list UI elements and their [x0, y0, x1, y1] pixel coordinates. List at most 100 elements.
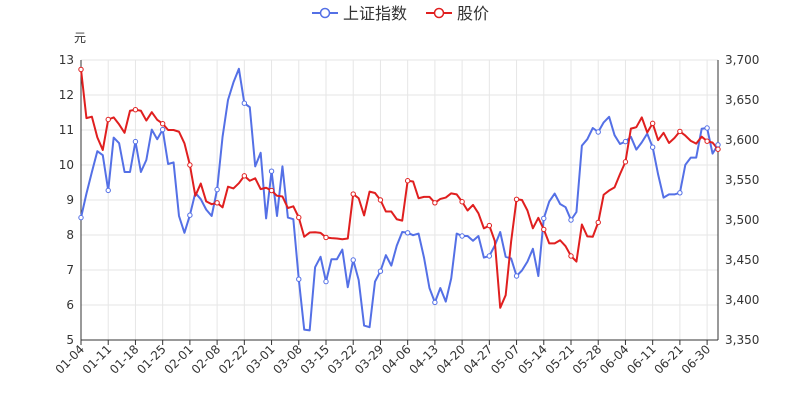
legend[interactable]: 上证指数 股价	[312, 4, 489, 23]
x-tick-label: 05-07	[488, 342, 523, 377]
x-tick-label: 03-29	[352, 342, 387, 377]
y-left-tick-label: 9	[66, 193, 74, 207]
data-point	[78, 214, 84, 221]
data-point	[296, 214, 302, 221]
data-point	[595, 129, 601, 135]
data-point	[350, 191, 356, 197]
data-point	[105, 116, 111, 123]
x-tick-label: 05-21	[543, 342, 578, 377]
legend-item[interactable]: 上证指数	[312, 4, 407, 23]
data-point	[513, 196, 520, 203]
x-tick-label: 05-14	[515, 342, 550, 377]
data-point	[187, 162, 193, 168]
data-point	[241, 100, 248, 106]
y-left-tick-label: 6	[66, 298, 74, 312]
data-point	[459, 233, 465, 239]
data-point	[214, 186, 220, 193]
data-point	[432, 200, 438, 206]
data-point	[432, 299, 438, 306]
data-point	[486, 222, 493, 229]
data-point	[159, 121, 166, 127]
legend-swatch-marker	[433, 7, 445, 19]
data-point	[241, 173, 248, 179]
x-tick-label: 03-15	[298, 342, 333, 377]
data-point	[622, 138, 629, 145]
legend-swatch-marker	[319, 7, 331, 19]
series-points	[78, 66, 721, 306]
data-point	[595, 219, 601, 226]
x-tick-label: 04-27	[461, 342, 496, 377]
data-point	[486, 253, 493, 259]
x-tick-label: 03-08	[270, 342, 305, 377]
data-point	[568, 253, 574, 259]
series-lines	[80, 67, 719, 332]
x-tick-label: 06-11	[624, 342, 659, 377]
y-left-tick-label: 12	[59, 88, 74, 102]
y-right-tick-label: 3,500	[725, 213, 759, 227]
series-line	[80, 69, 719, 309]
data-point	[715, 146, 721, 152]
data-point	[459, 199, 465, 205]
data-point	[568, 217, 574, 223]
data-point	[622, 159, 629, 165]
data-point	[377, 268, 384, 274]
data-point	[704, 125, 710, 131]
x-tick-label: 06-21	[651, 342, 686, 377]
y-right-tick-label: 3,650	[725, 93, 759, 107]
data-point	[187, 212, 193, 218]
x-tick-label: 04-06	[379, 342, 414, 377]
data-point	[404, 178, 411, 184]
y-right-tick-label: 3,450	[725, 253, 759, 267]
series-line	[80, 67, 719, 332]
data-point	[214, 200, 220, 206]
data-point	[159, 126, 166, 133]
data-point	[677, 128, 683, 135]
x-tick-label: 01-18	[107, 342, 142, 377]
data-point	[404, 230, 411, 236]
y-left-tick-label: 13	[59, 53, 74, 67]
x-tick-label: 01-04	[53, 342, 88, 377]
x-tick-label: 05-28	[570, 342, 605, 377]
y-right-tick-label: 3,700	[725, 53, 759, 67]
y-right-tick-label: 3,550	[725, 173, 759, 187]
legend-label: 上证指数	[343, 4, 407, 23]
data-point	[649, 120, 656, 127]
y-left-tick-label: 10	[59, 158, 74, 172]
data-point	[268, 187, 275, 194]
y-right-tick-label: 3,350	[725, 333, 759, 347]
data-point	[105, 187, 111, 194]
x-tick-label: 06-04	[597, 342, 632, 377]
legend-item[interactable]: 股价	[426, 4, 489, 23]
data-point	[677, 190, 683, 196]
data-point	[78, 66, 84, 73]
data-point	[715, 142, 721, 148]
x-tick-label: 04-13	[406, 342, 441, 377]
x-tick-label: 02-22	[216, 342, 251, 377]
data-point	[350, 257, 356, 263]
x-tick-label: 01-25	[134, 342, 169, 377]
x-tick-label: 01-11	[80, 342, 115, 377]
x-tick-label: 02-01	[161, 342, 196, 377]
x-tick-label: 04-20	[434, 342, 469, 377]
data-point	[132, 138, 139, 145]
legend-label: 股价	[457, 4, 489, 23]
data-point	[513, 273, 520, 279]
x-tick-label: 03-22	[325, 342, 360, 377]
y-left-tick-label: 5	[66, 333, 74, 347]
grid-lines	[80, 59, 718, 341]
data-point	[377, 197, 384, 203]
data-point	[132, 107, 139, 113]
data-point	[323, 278, 329, 285]
data-point	[704, 138, 710, 144]
x-tick-label: 02-08	[189, 342, 224, 377]
data-point	[541, 226, 547, 233]
data-point	[296, 276, 302, 282]
data-point	[268, 168, 275, 174]
y-right-tick-label: 3,400	[725, 293, 759, 307]
axes: 5 6 7 8 9 10 11 12 13 3,350 3,400 3,450 3,500 3,550 3,…	[53, 53, 760, 377]
y-left-tick-label: 7	[66, 263, 74, 277]
y-left-tick-label: 8	[66, 228, 74, 242]
y-left-tick-label: 11	[59, 123, 74, 137]
data-point	[323, 234, 329, 241]
